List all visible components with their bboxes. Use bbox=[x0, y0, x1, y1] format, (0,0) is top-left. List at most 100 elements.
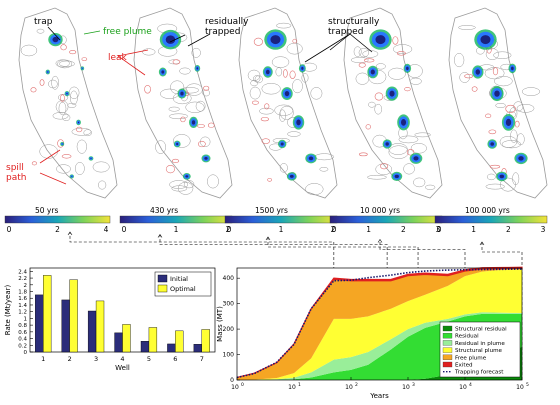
map-contour bbox=[52, 112, 69, 120]
bar-y-tick-label: 2 bbox=[24, 283, 28, 289]
map-trap bbox=[260, 117, 270, 122]
area-x-tick-exponent: 4 bbox=[469, 382, 472, 388]
plume-core bbox=[176, 142, 179, 146]
map-contour bbox=[276, 22, 292, 29]
colorbar bbox=[224, 215, 338, 224]
area-x-label: Years bbox=[369, 392, 389, 400]
map-contour bbox=[425, 184, 436, 190]
bar-y-tick-label: 0.6 bbox=[18, 330, 27, 336]
plume-core bbox=[490, 142, 495, 146]
map-trap bbox=[172, 59, 181, 65]
annotation-spill-path: spill path bbox=[6, 163, 26, 183]
map-contour bbox=[275, 67, 283, 77]
area-y-tick-label: 200 bbox=[223, 326, 235, 333]
map-contour bbox=[83, 129, 92, 137]
area-x-tick-label: 10 bbox=[402, 384, 410, 391]
map-contour bbox=[512, 172, 520, 186]
map-trap bbox=[208, 122, 215, 128]
map-trap bbox=[404, 87, 411, 92]
connector-arrow bbox=[377, 238, 383, 243]
map-contour bbox=[173, 134, 191, 148]
map-trap bbox=[392, 36, 399, 45]
area-x-tick-exponent: 1 bbox=[298, 382, 301, 388]
map-contour bbox=[458, 25, 476, 30]
map-trap bbox=[253, 37, 263, 46]
colorbar-tick-label: 3 bbox=[436, 225, 441, 234]
map-trap bbox=[171, 158, 180, 163]
map-trap bbox=[69, 50, 77, 55]
area-plot-frame bbox=[236, 267, 523, 381]
connector-line bbox=[69, 232, 335, 380]
colorbar-tick-label: 2 bbox=[401, 225, 406, 234]
pointer-line bbox=[349, 33, 373, 53]
map-contour bbox=[374, 103, 383, 115]
bar-y-label: Rate (Mt/year) bbox=[4, 284, 12, 335]
annotation-leak: leak bbox=[108, 53, 128, 63]
plume-core bbox=[480, 35, 491, 45]
map-contour bbox=[301, 73, 309, 83]
plume-core bbox=[52, 36, 59, 43]
map-traps bbox=[30, 44, 88, 166]
map-trap bbox=[81, 57, 88, 61]
map-contour bbox=[185, 101, 205, 113]
map-trap bbox=[267, 177, 272, 182]
map-contour bbox=[169, 180, 189, 189]
area-y-tick-label: 100 bbox=[223, 352, 235, 359]
map-contour bbox=[305, 183, 324, 196]
area-band-structural-plume bbox=[237, 268, 522, 380]
connector-arrow bbox=[265, 236, 271, 241]
colorbar-tick-label: 2 bbox=[506, 225, 511, 234]
map-contour bbox=[388, 145, 409, 159]
plume-core bbox=[494, 90, 500, 97]
bar-optimal bbox=[201, 329, 210, 353]
bar-initial bbox=[167, 343, 176, 353]
map-panel: 1500 yrs 0 1 2 bbox=[224, 7, 338, 234]
area-x-tick-exponent: 5 bbox=[526, 382, 529, 388]
map-trap bbox=[363, 58, 375, 63]
map-contour bbox=[368, 101, 376, 108]
map-contour bbox=[207, 174, 219, 189]
area-legend-label: Residual bbox=[455, 334, 479, 340]
bar-y-tick-label: 2.2 bbox=[18, 276, 27, 282]
map-contour bbox=[57, 59, 73, 69]
map-panel: 50 yrs 0 2 4 bbox=[4, 7, 118, 234]
area-y-tick-label: 0 bbox=[230, 377, 234, 384]
map-outline bbox=[133, 7, 233, 199]
map-plumes bbox=[262, 29, 317, 181]
map-contour bbox=[279, 105, 294, 120]
bar-x-tick-label: 2 bbox=[68, 355, 72, 363]
area-legend bbox=[439, 321, 521, 378]
area-band-free-plume bbox=[237, 268, 522, 380]
map-trap bbox=[374, 92, 384, 101]
map-contour bbox=[484, 67, 505, 80]
pointer-line bbox=[117, 49, 149, 57]
plume-core bbox=[375, 35, 386, 45]
map-time-label: 50 yrs bbox=[35, 206, 58, 215]
map-time-label: 1500 yrs bbox=[255, 206, 288, 215]
map-contour bbox=[414, 132, 431, 138]
map-contour bbox=[36, 28, 45, 34]
map-contours bbox=[142, 23, 219, 195]
bar-initial bbox=[114, 332, 123, 353]
map-trap bbox=[76, 126, 83, 133]
map-contour bbox=[62, 114, 71, 122]
map-contour bbox=[375, 163, 393, 176]
map-trap bbox=[365, 124, 371, 130]
plume-core bbox=[66, 92, 68, 95]
map-traps bbox=[358, 36, 415, 170]
bar-y-tick-label: 1.6 bbox=[18, 296, 27, 302]
colorbar-tick-label: 2 bbox=[331, 225, 336, 234]
pointer-line bbox=[47, 26, 61, 41]
map-contour bbox=[494, 76, 513, 87]
colorbar-tick-label: 0 bbox=[437, 225, 442, 234]
map-contour bbox=[55, 59, 70, 68]
area-legend-swatch bbox=[442, 361, 453, 368]
bar-optimal bbox=[95, 300, 105, 353]
map-plumes bbox=[45, 33, 94, 179]
map-trap bbox=[492, 67, 499, 76]
area-legend-label: Residual in plume bbox=[455, 341, 505, 347]
area-x-tick-label: 10 bbox=[231, 384, 239, 391]
area-legend-swatch bbox=[442, 333, 453, 339]
map-outline bbox=[238, 7, 338, 199]
